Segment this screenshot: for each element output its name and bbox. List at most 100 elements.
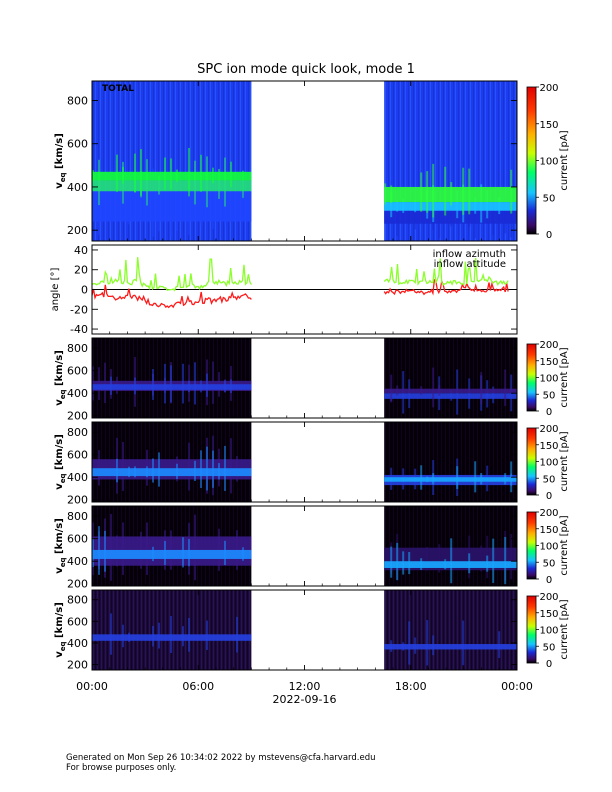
heatmap-streak xyxy=(206,156,208,208)
heatmap-streak xyxy=(480,545,483,572)
heatmap-streak xyxy=(224,157,226,207)
heatmap-streak xyxy=(242,170,244,198)
colorbar-tick-label: 0 xyxy=(546,575,552,586)
heatmap-streak xyxy=(480,184,483,223)
heatmap-streak xyxy=(468,206,471,227)
heatmap-streak xyxy=(510,190,513,238)
heatmap-streak xyxy=(486,555,489,572)
heatmap-streak xyxy=(134,466,136,478)
colorbar-tick-label: 200 xyxy=(539,424,558,435)
heatmap-streak xyxy=(152,546,154,562)
heatmap-streak xyxy=(158,175,160,195)
heatmap-streak xyxy=(110,513,112,581)
heatmap-streak xyxy=(432,635,435,656)
heatmap-streak xyxy=(468,553,471,574)
heatmap-band xyxy=(384,644,517,650)
x-tick-label: 12:00 xyxy=(289,680,321,693)
colorbar-tick-label: 200 xyxy=(539,340,558,351)
heatmap-streak xyxy=(194,460,196,481)
panel-label: TOTAL xyxy=(102,84,134,94)
heatmap-streak xyxy=(390,640,393,652)
y-tick-label: 200 xyxy=(67,494,88,507)
colorbar-tick-label: 150 xyxy=(539,120,558,131)
heatmap-streak xyxy=(110,613,112,655)
heatmap-streak xyxy=(468,168,471,215)
heatmap-streak xyxy=(450,538,453,584)
heatmap-streak xyxy=(206,373,208,397)
heatmap-streak xyxy=(140,149,142,196)
colorbar-label: current [pA] xyxy=(559,515,570,575)
heatmap-streak xyxy=(218,190,220,222)
heatmap-streak xyxy=(420,558,423,570)
heatmap-streak xyxy=(152,168,154,237)
series-inflow-attitude-line xyxy=(91,257,252,292)
heatmap-streak xyxy=(188,618,190,652)
heatmap-streak xyxy=(414,202,417,230)
heatmap-streak xyxy=(444,166,447,216)
heatmap-streak xyxy=(128,466,130,478)
heatmap-streak xyxy=(98,526,100,575)
heatmap-streak xyxy=(92,366,94,401)
heatmap-streak xyxy=(188,380,190,393)
legend-entry: inflow attitude xyxy=(434,259,506,270)
legend-entry: inflow azimuth xyxy=(433,249,506,260)
heatmap-streak xyxy=(116,458,118,483)
heatmap-streak xyxy=(104,530,106,572)
y-tick-label: 800 xyxy=(67,510,88,523)
heatmap-streak xyxy=(128,187,130,225)
colorbar-tick-label: 150 xyxy=(539,441,558,452)
y-axis-label: veq [km/s] xyxy=(54,602,67,658)
heatmap-streak xyxy=(98,450,100,486)
series-inflow-azimuth-line xyxy=(91,284,252,309)
heatmap-streak xyxy=(224,445,226,491)
y-tick-label: 400 xyxy=(67,555,88,568)
heatmap-streak xyxy=(104,362,106,404)
heatmap-streak xyxy=(420,386,423,395)
heatmap-streak xyxy=(146,159,148,206)
y-axis-label: angle [°] xyxy=(50,268,61,312)
heatmap-streak xyxy=(182,626,184,647)
heatmap-streak xyxy=(218,168,220,199)
heatmap-streak xyxy=(92,537,94,568)
x-tick-label: 00:00 xyxy=(76,680,108,693)
y-tick-label: 800 xyxy=(67,94,88,107)
heatmap-streak xyxy=(230,161,232,188)
x-tick-label: 00:00 xyxy=(501,680,533,693)
heatmap-streak xyxy=(426,620,429,666)
heatmap-streak xyxy=(480,372,483,405)
heatmap-streak xyxy=(450,182,453,206)
heatmap-streak xyxy=(122,441,124,491)
y-tick-label: 200 xyxy=(67,578,88,591)
heatmap-streak xyxy=(158,622,160,649)
heatmap-streak xyxy=(152,369,154,400)
heatmap-streak xyxy=(438,189,441,238)
colorbar xyxy=(526,86,537,235)
series-inflow-azimuth-line xyxy=(383,278,509,296)
y-tick-label: 200 xyxy=(67,659,88,672)
heatmap-streak xyxy=(242,547,244,561)
heatmap-streak xyxy=(146,466,148,478)
colorbar-tick-label: 150 xyxy=(539,609,558,620)
chart-title: SPC ion mode quick look, mode 1 xyxy=(197,62,415,77)
heatmap-streak xyxy=(164,540,166,565)
heatmap-streak xyxy=(224,380,226,393)
heatmap-streak xyxy=(504,473,507,485)
heatmap-streak xyxy=(414,637,417,654)
colorbar-tick-label: 200 xyxy=(539,592,558,603)
heatmap-streak xyxy=(426,171,429,213)
heatmap-streak xyxy=(110,190,112,222)
heatmap-streak xyxy=(432,473,435,485)
heatmap-streak xyxy=(438,544,441,573)
heatmap-streak xyxy=(98,367,100,401)
colorbar-tick-label: 100 xyxy=(539,542,558,553)
heatmap-streak xyxy=(510,534,513,580)
heatmap-streak xyxy=(152,625,154,647)
heatmap-streak xyxy=(444,559,447,570)
colorbar-tick-label: 50 xyxy=(543,558,556,569)
heatmap-streak xyxy=(468,378,471,409)
heatmap-streak xyxy=(188,170,190,236)
heatmap-background-2 xyxy=(384,338,517,418)
y-tick-label: 400 xyxy=(67,181,88,194)
y-tick-label: 0 xyxy=(81,284,88,297)
